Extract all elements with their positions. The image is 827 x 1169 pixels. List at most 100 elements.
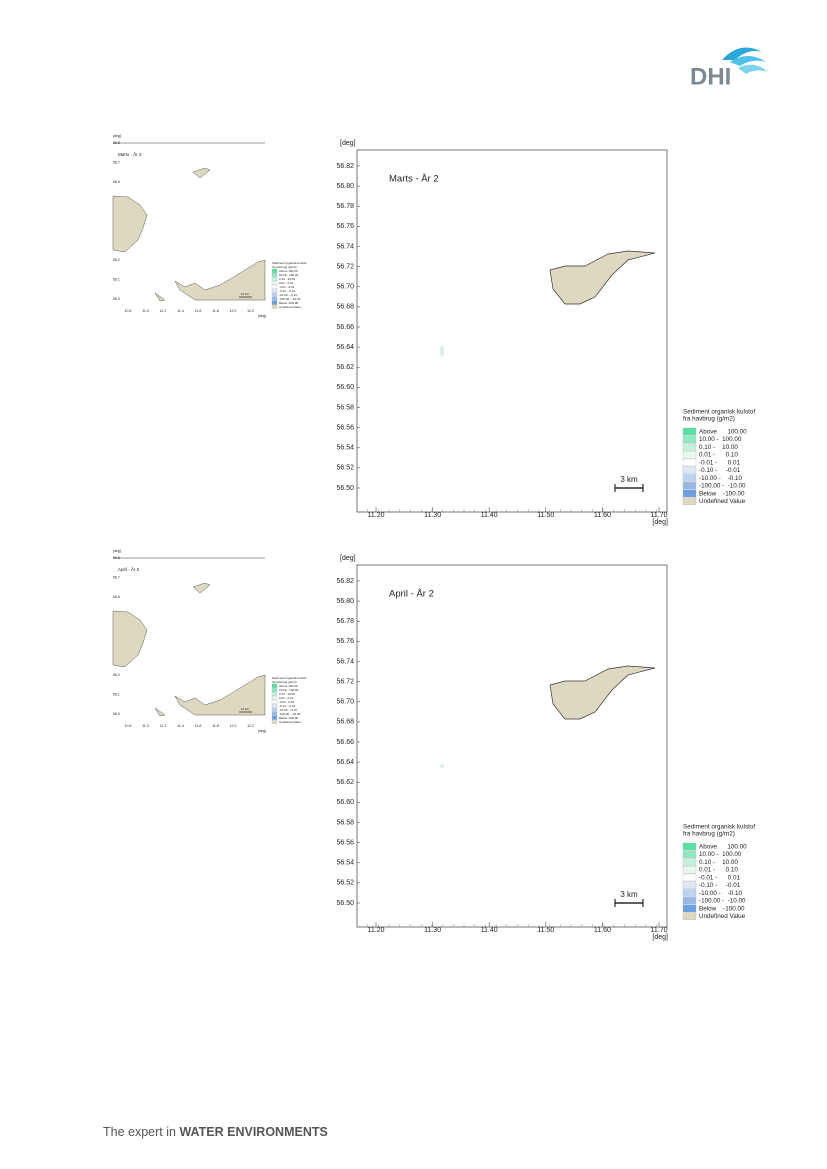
legend-swatch xyxy=(682,482,697,490)
y-tick-label: 56.70 xyxy=(336,284,354,291)
overview-legend-label: 10.00 - 100.00 xyxy=(279,273,299,277)
main-map: [deg] [deg] 56.82 56.80 56.78 56.76 56.74 56.72… xyxy=(336,140,755,526)
scale-label: 3 km xyxy=(620,475,638,484)
overview-y-tick: 56.7 xyxy=(113,160,120,164)
legend-swatch xyxy=(682,427,697,436)
overview-legend-swatch xyxy=(271,284,278,289)
y-tick-label: 56.68 xyxy=(336,304,354,311)
legend-swatch xyxy=(682,904,697,913)
y-tick-label: 56.78 xyxy=(336,618,354,625)
overview-x-tick: 11.0 xyxy=(142,724,149,728)
legend-label: -100.00 - -10.00 xyxy=(699,898,746,905)
y-tick-label: 56.60 xyxy=(336,384,354,391)
overview-legend-label: 0.10 - 10.00 xyxy=(279,277,295,281)
figure: [deg][deg]56.856.756.656.556.456.356.256… xyxy=(112,134,755,526)
overview-y-tick: 56.1 xyxy=(113,277,120,281)
legend-label: Below -100.00 xyxy=(699,905,745,912)
legend-swatch xyxy=(682,474,697,482)
overview-legend-title: fra havbrug (g/m2) xyxy=(272,265,297,269)
y-tick-label: 56.74 xyxy=(336,243,354,250)
y-tick-label: 56.72 xyxy=(336,263,354,270)
land xyxy=(549,250,656,305)
overview-legend-label: Above 100.00 xyxy=(279,269,298,273)
overview-legend-title: Sediment organisk kulstof xyxy=(272,676,307,680)
x-tick-label: 11.40 xyxy=(481,927,498,934)
overview-land xyxy=(192,167,211,179)
y-tick-label: 56.76 xyxy=(336,638,354,645)
overview-legend-label: 0.10 - 10.00 xyxy=(279,692,295,696)
legend-swatch xyxy=(682,443,697,451)
y-unit: [deg] xyxy=(340,555,356,562)
overview-land xyxy=(174,674,266,716)
overview-y-tick: 56.2 xyxy=(113,673,120,677)
legend-label: -10.00 - -0.10 xyxy=(699,890,743,897)
footer-text: The expert in WATER ENVIRONMENTS xyxy=(103,1125,328,1139)
overview-legend-label: 0.01 - 0.10 xyxy=(279,281,294,285)
legend-swatch xyxy=(682,466,697,474)
x-tick-label: 11.30 xyxy=(424,927,441,934)
overview-y-tick: 56.7 xyxy=(113,575,120,579)
overview-y-tick: 56.0 xyxy=(113,297,120,301)
legend-label: Above 100.00 xyxy=(699,428,747,435)
overview-x-tick: 10.8 xyxy=(125,724,132,728)
y-unit: [deg] xyxy=(340,140,356,147)
overview-unit: [deg] xyxy=(113,134,121,138)
y-tick-label: 56.80 xyxy=(336,598,354,605)
legend-title: Sediment organisk kulstof xyxy=(683,824,755,831)
overview-legend-label: -100.00 - -10.00 xyxy=(279,712,301,716)
legend-swatch xyxy=(682,435,697,443)
overview-legend-title: Sediment organisk kulstof xyxy=(272,261,307,265)
overview-legend-label: Undefined Value xyxy=(279,305,301,309)
overview-legend-swatch xyxy=(271,296,278,301)
y-tick-label: 56.70 xyxy=(336,699,354,706)
x-tick-label: 11.60 xyxy=(594,927,611,934)
legend-swatch xyxy=(682,842,697,851)
overview-x-tick: 12.0 xyxy=(230,724,237,728)
overview-unit: [deg] xyxy=(113,549,121,553)
overview-legend-label: Below -100.00 xyxy=(279,716,299,720)
overview-legend-swatch xyxy=(271,687,278,692)
overview-land xyxy=(192,582,211,594)
legend-label: 10.00 - 100.00 xyxy=(699,436,742,443)
overview-x-tick: 12.0 xyxy=(230,309,237,313)
overview-land xyxy=(112,610,148,668)
overview-legend-swatch xyxy=(271,699,278,704)
sediment-patch xyxy=(440,764,444,768)
overview-x-tick: 11.6 xyxy=(195,724,202,728)
overview-x-tick: 11.8 xyxy=(212,724,219,728)
overview-legend-label: -0.01 - 0.01 xyxy=(279,285,295,289)
overview-legend-swatch xyxy=(271,715,278,720)
scale-label: 3 km xyxy=(620,890,638,899)
y-tick-label: 56.62 xyxy=(336,779,354,786)
legend-swatch xyxy=(682,912,697,920)
y-tick-label: 56.52 xyxy=(336,880,354,887)
legend-label: -10.00 - -0.10 xyxy=(699,475,743,482)
y-tick-label: 56.54 xyxy=(336,445,354,452)
overview-legend-label: 0.01 - 0.10 xyxy=(279,696,294,700)
overview-legend-label: 10.00 - 100.00 xyxy=(279,688,299,692)
overview-legend-label: Below -100.00 xyxy=(279,301,299,305)
footer: The expert in WATER ENVIRONMENTS xyxy=(103,1125,328,1139)
legend-title: Sediment organisk kulstof xyxy=(683,409,755,416)
legend-label: -0.10 - -0.01 xyxy=(699,882,741,889)
footer-emphasis: WATER ENVIRONMENTS xyxy=(179,1125,327,1139)
legend-swatch xyxy=(682,866,697,874)
map-title: Marts - År 2 xyxy=(389,174,439,185)
x-tick-label: 11.50 xyxy=(537,512,554,519)
overview-legend-swatch xyxy=(271,719,278,724)
y-tick-label: 56.76 xyxy=(336,223,354,230)
overview-land xyxy=(174,259,266,301)
y-tick-label: 56.58 xyxy=(336,819,354,826)
overview-scale-label: 10 km xyxy=(241,292,250,296)
x-unit: [deg] xyxy=(652,519,668,526)
overview-legend-swatch xyxy=(271,703,278,708)
x-tick-label: 11.70 xyxy=(651,927,668,934)
overview-title: Marts - År 2 xyxy=(118,151,142,157)
overview-legend-label: -0.01 - 0.01 xyxy=(279,700,295,704)
x-tick-label: 11.20 xyxy=(368,927,385,934)
legend-label: Above 100.00 xyxy=(699,843,747,850)
overview-legend-title: fra havbrug (g/m2) xyxy=(272,680,297,684)
overview-y-tick: 56.8 xyxy=(113,141,120,145)
